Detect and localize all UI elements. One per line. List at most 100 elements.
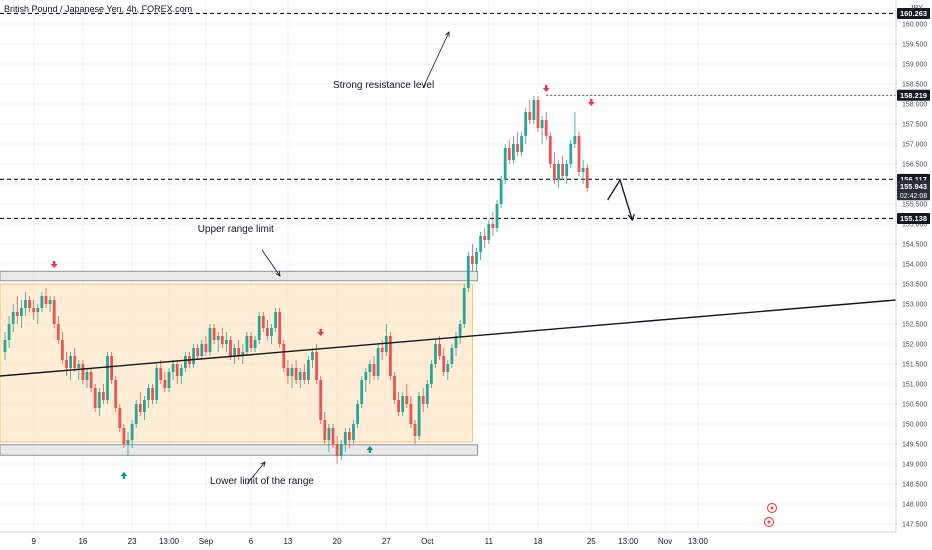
candle [548,132,552,168]
candle [524,108,528,144]
candle-body [327,428,331,440]
candle [540,116,544,144]
candle [495,200,499,232]
plot-background [0,0,896,532]
candle-body [409,404,413,424]
y-tick-label: 155.500 [902,202,927,209]
candle-body [15,312,19,316]
candle-body [130,424,134,440]
price-level-badge[interactable] [897,212,930,224]
candle-body [24,300,27,308]
y-tick-label: 150.500 [902,402,927,409]
candle-body [85,372,89,380]
candle-body [466,256,470,288]
candle [389,332,392,380]
candle-body [143,400,146,412]
current-price-badge[interactable] [897,180,930,201]
x-tick-label: 13:00 [159,537,180,546]
candle [499,176,503,208]
candle-body [348,432,351,440]
candle-body [507,148,511,160]
y-tick-label: 148.500 [902,482,927,489]
annotation-pointer-head [444,31,450,38]
price-badges-layer: 160.263 158.219 156.117 155.138 155.943 02:42… [897,7,930,224]
candle-body [7,324,11,340]
event-icon-dot [767,520,771,524]
x-tick-label: 6 [249,537,254,546]
candle-body [196,348,200,356]
candle [290,364,294,388]
candle-body [331,428,335,444]
candle [434,340,437,368]
up-arrow-icon [120,472,128,479]
candle [569,140,573,168]
candle-body [69,356,72,368]
y-tick-label: 158.500 [902,82,927,89]
candle-body [220,336,224,344]
y-tick-label: 149.500 [902,442,927,449]
y-tick-label: 152.000 [902,342,927,349]
range-limit-box [0,444,478,456]
candle [368,360,372,384]
candle-body [89,372,93,388]
candle [163,372,167,392]
candle [274,308,277,332]
price-level-badge-text: 155.138 [900,214,927,223]
candle [557,160,560,188]
candle-body [544,120,548,136]
candle-body [216,336,220,340]
candle [245,332,249,356]
candle-body [97,392,101,408]
candle [102,384,105,404]
candle [311,348,314,368]
candle [241,344,245,364]
candle-body [93,388,97,408]
candle [417,392,421,440]
y-tick-label: 151.500 [902,362,927,369]
price-level-badge[interactable] [897,7,930,19]
trendline[interactable] [0,299,897,377]
candle-body [499,180,503,204]
x-tick-label: 13:00 [618,537,639,546]
candle-body [311,352,314,360]
y-tick-label: 148.000 [902,502,927,509]
candle-body [3,340,7,352]
candle-body [401,396,405,412]
candle [282,340,286,372]
candle [438,336,441,360]
y-tick-label: 159.500 [902,42,927,49]
candle-body [425,384,429,404]
candle-body [442,356,446,372]
candle [585,164,589,192]
candle [507,140,511,164]
candle-body [294,368,298,380]
candle [69,352,72,380]
candle-body [569,144,573,164]
candle-body [323,420,327,440]
candle [81,360,85,384]
candle [73,348,77,372]
candle [52,296,56,328]
candle [155,364,159,404]
candle-body [438,344,441,356]
price-axis[interactable]: 147.500 148.000 148.500 149.000 149.500 150.0… [902,22,927,529]
event-icons[interactable] [763,502,778,528]
candle-body [364,372,368,380]
price-level-badge[interactable] [897,89,930,101]
candle [24,292,27,316]
time-axis[interactable]: 9 16 23 13:00 Sep 6 13 20 27 Oct 11 18 25 13:00 Nov 13:… [31,537,708,546]
y-tick-label: 150.000 [902,422,927,429]
candle [110,352,113,384]
candle-body [413,424,417,436]
candle [561,156,564,180]
x-tick-label: Nov [658,537,672,546]
candle-body [512,144,515,160]
candle [200,340,204,360]
price-level-badge-text: 158.219 [900,91,927,100]
candle-body [352,424,355,440]
projection-path[interactable] [607,178,633,221]
candle [454,332,458,356]
candle-body [32,308,36,312]
candle-body [389,336,392,376]
